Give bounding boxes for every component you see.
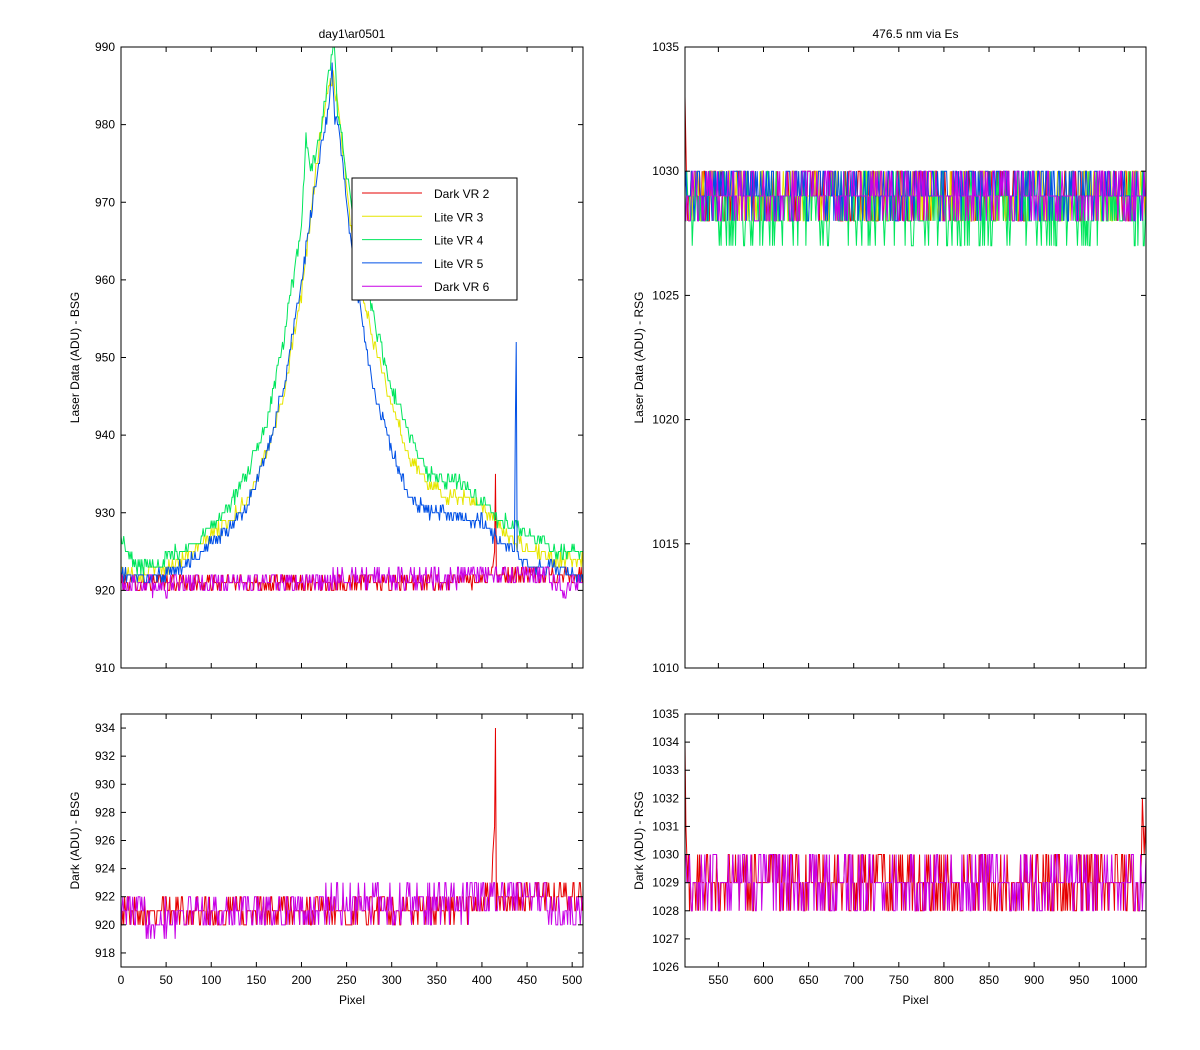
y-tick-label: 930 bbox=[95, 506, 115, 520]
y-tick-label: 934 bbox=[95, 721, 115, 735]
panel_top_right: 1010 1015 1020 1025 1030 1035 476.5 nm via Es L… bbox=[632, 27, 1147, 675]
y-tick-label: 950 bbox=[95, 351, 115, 365]
legend-label: Dark VR 2 bbox=[434, 187, 490, 201]
legend: Dark VR 2 Lite VR 3 Lite VR 4 Lite VR 5 Dark… bbox=[351, 177, 518, 301]
panel_top_left: 910 920 930 940 950 960 970 980 990 day1\ar0501 La… bbox=[68, 27, 584, 675]
x-tick-label: 450 bbox=[517, 973, 537, 987]
y-tick-label: 1010 bbox=[652, 661, 679, 675]
y-tick-label: 928 bbox=[95, 805, 115, 819]
plot-area bbox=[685, 47, 1146, 668]
y-tick-label: 1026 bbox=[652, 960, 679, 974]
y-axis-label: Laser Data (ADU) - RSG bbox=[632, 291, 646, 423]
x-tick-label: 500 bbox=[562, 973, 582, 987]
y-tick-label: 1028 bbox=[652, 904, 679, 918]
legend-label: Lite VR 4 bbox=[434, 234, 484, 248]
y-axis-label: Laser Data (ADU) - BSG bbox=[68, 292, 82, 423]
y-tick-label: 926 bbox=[95, 834, 115, 848]
x-tick-label: 850 bbox=[979, 973, 999, 987]
y-tick-label: 1027 bbox=[652, 932, 679, 946]
y-tick-label: 1033 bbox=[652, 763, 679, 777]
series-group bbox=[685, 742, 1146, 912]
chart-title: day1\ar0501 bbox=[319, 27, 386, 41]
y-tick-label: 930 bbox=[95, 777, 115, 791]
plot-area bbox=[121, 47, 583, 668]
y-tick-label: 1035 bbox=[652, 40, 679, 54]
series-line-dark-vr-6 bbox=[121, 882, 583, 939]
x-tick-label: 600 bbox=[753, 973, 773, 987]
x-tick-label: 0 bbox=[118, 973, 125, 987]
legend-label: Dark VR 6 bbox=[434, 280, 490, 294]
x-tick-label: 550 bbox=[708, 973, 728, 987]
y-tick-label: 1034 bbox=[652, 735, 679, 749]
x-tick-label: 700 bbox=[844, 973, 864, 987]
x-tick-label: 250 bbox=[337, 973, 357, 987]
series-group bbox=[121, 728, 583, 939]
x-tick-label: 150 bbox=[246, 973, 266, 987]
plot-area bbox=[685, 714, 1146, 967]
panel_bottom_left: 0 50 100 150 200 250 300 350 400 450 500 918 920 922 9… bbox=[68, 713, 584, 1007]
y-tick-label: 1025 bbox=[652, 288, 679, 302]
y-tick-label: 932 bbox=[95, 749, 115, 763]
x-tick-label: 100 bbox=[201, 973, 221, 987]
y-tick-label: 960 bbox=[95, 273, 115, 287]
x-tick-label: 400 bbox=[472, 973, 492, 987]
y-tick-label: 1030 bbox=[652, 848, 679, 862]
y-tick-label: 1020 bbox=[652, 413, 679, 427]
axes-box bbox=[684, 713, 1147, 968]
x-tick-label: 1000 bbox=[1111, 973, 1138, 987]
x-tick-label: 350 bbox=[427, 973, 447, 987]
series-group bbox=[685, 96, 1146, 247]
x-tick-label: 650 bbox=[799, 973, 819, 987]
series-line-dark-vr-6 bbox=[685, 170, 1146, 222]
y-tick-label: 924 bbox=[95, 862, 115, 876]
y-tick-label: 970 bbox=[95, 195, 115, 209]
series-line-dark-vr-6 bbox=[121, 566, 583, 599]
y-tick-label: 920 bbox=[95, 918, 115, 932]
x-tick-label: 950 bbox=[1069, 973, 1089, 987]
y-tick-label: 910 bbox=[95, 661, 115, 675]
legend-label: Lite VR 5 bbox=[434, 257, 484, 271]
y-tick-label: 1035 bbox=[652, 707, 679, 721]
x-axis-label: Pixel bbox=[339, 993, 365, 1007]
legend-box bbox=[351, 177, 518, 301]
x-tick-label: 50 bbox=[159, 973, 173, 987]
y-tick-label: 1031 bbox=[652, 819, 679, 833]
axes-box bbox=[684, 46, 1147, 669]
plot-area bbox=[121, 714, 583, 967]
series-line-dark-vr-6 bbox=[685, 854, 1146, 912]
x-tick-label: 750 bbox=[889, 973, 909, 987]
y-tick-label: 1030 bbox=[652, 164, 679, 178]
y-tick-label: 990 bbox=[95, 40, 115, 54]
y-axis-label: Dark (ADU) - BSG bbox=[68, 791, 82, 889]
x-axis-label: Pixel bbox=[902, 993, 928, 1007]
y-axis-label: Dark (ADU) - RSG bbox=[632, 791, 646, 890]
legend-label: Lite VR 3 bbox=[434, 210, 484, 224]
y-tick-label: 940 bbox=[95, 428, 115, 442]
x-tick-label: 300 bbox=[382, 973, 402, 987]
y-tick-label: 1015 bbox=[652, 537, 679, 551]
y-tick-label: 920 bbox=[95, 583, 115, 597]
x-tick-label: 900 bbox=[1024, 973, 1044, 987]
y-tick-label: 922 bbox=[95, 890, 115, 904]
y-tick-label: 980 bbox=[95, 118, 115, 132]
y-tick-label: 918 bbox=[95, 946, 115, 960]
panel_bottom_right: 550 600 650 700 750 800 850 900 950 1000 1026 1027 1… bbox=[632, 707, 1147, 1007]
y-tick-label: 1032 bbox=[652, 791, 679, 805]
y-tick-label: 1029 bbox=[652, 876, 679, 890]
x-tick-label: 200 bbox=[291, 973, 311, 987]
chart-title: 476.5 nm via Es bbox=[872, 27, 958, 41]
x-tick-label: 800 bbox=[934, 973, 954, 987]
